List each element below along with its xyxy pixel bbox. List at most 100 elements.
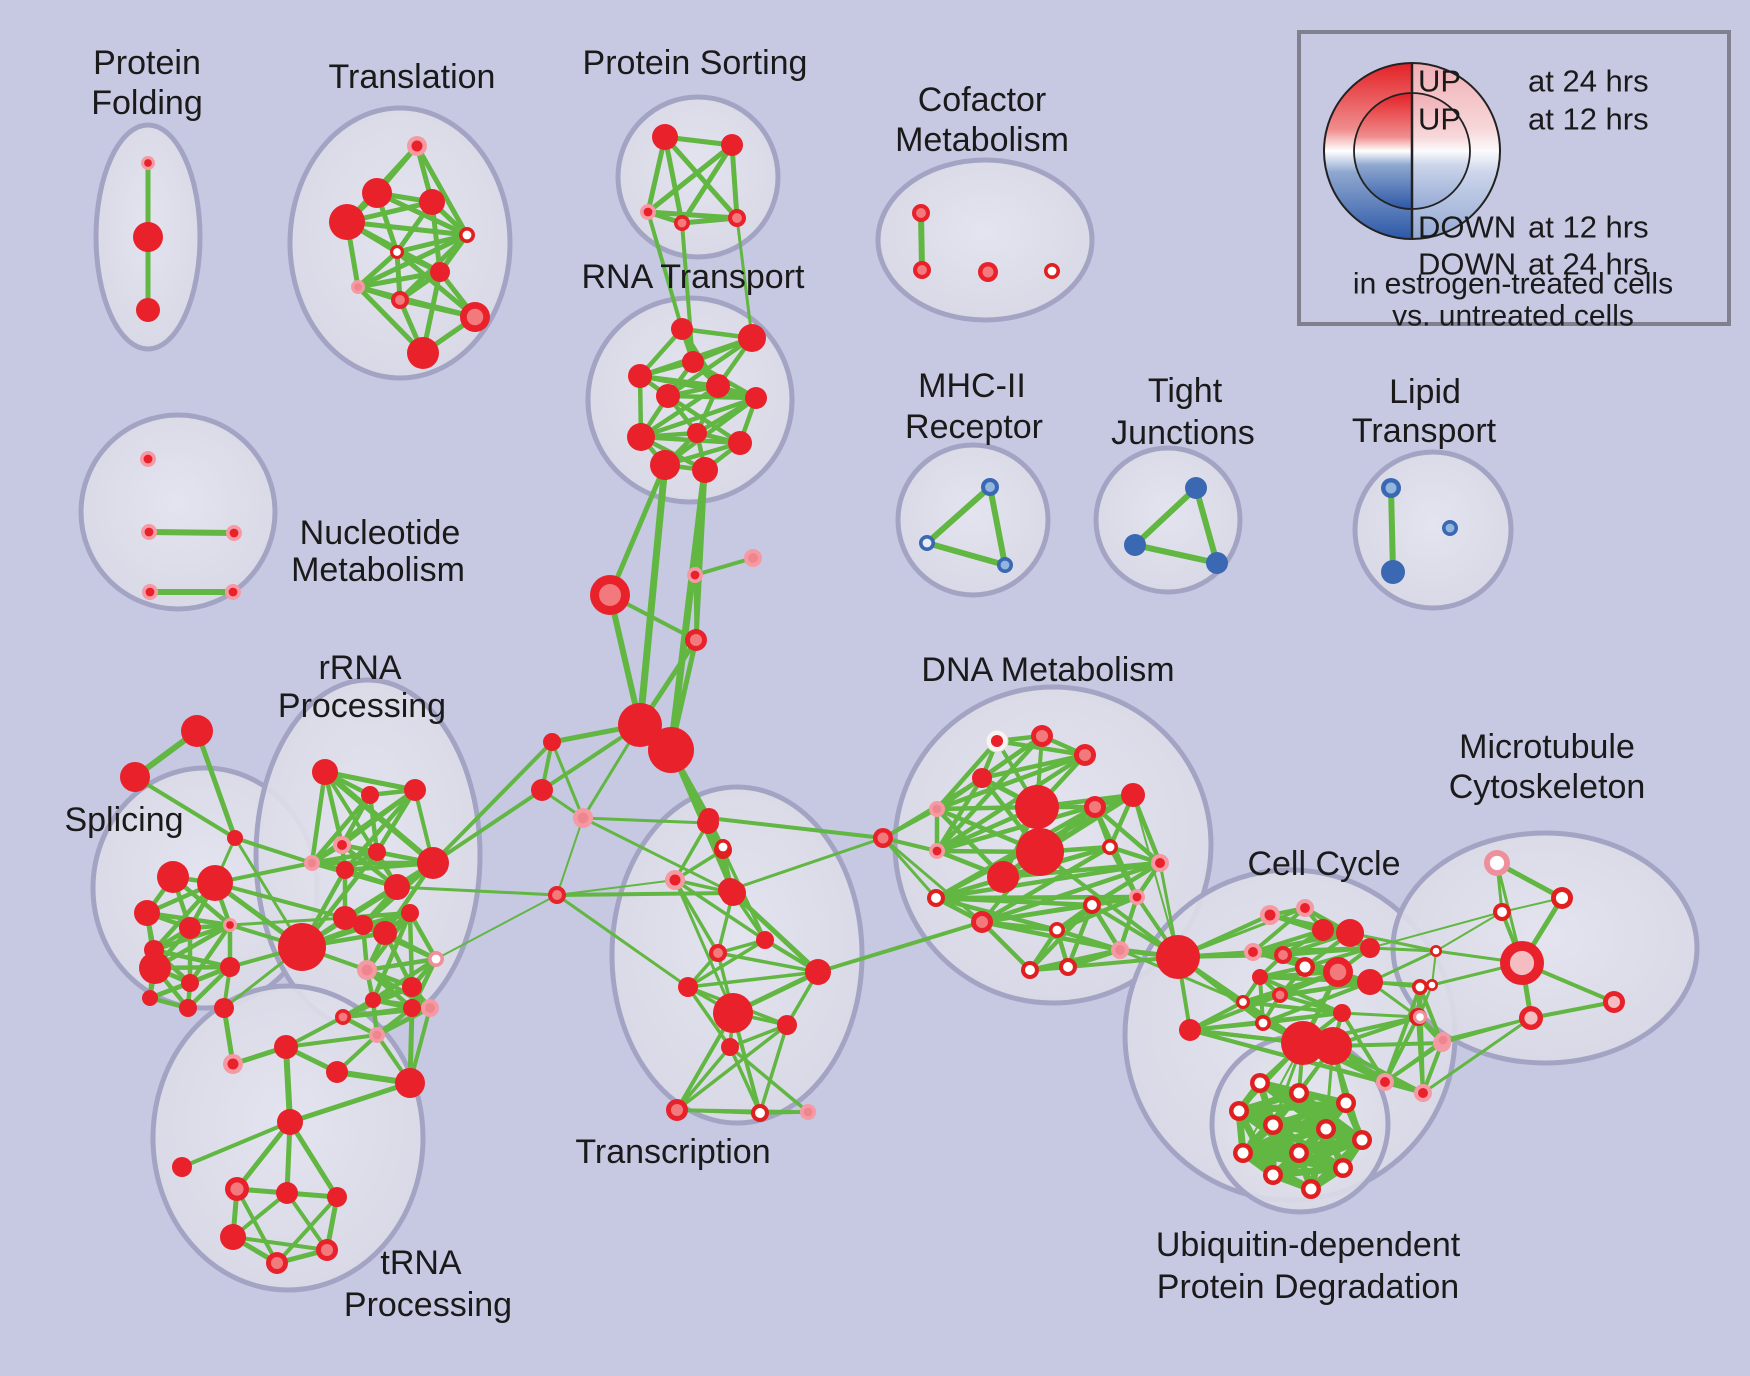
network-node-translation [362,178,392,208]
network-edge-trna-processing [287,1119,340,1200]
network-node-dna-metabolism-core [932,846,942,856]
network-edge-connector [194,728,238,841]
network-edge-trna-processing [234,1119,293,1192]
network-node-transcription [756,931,774,949]
cluster-label-protein-sorting: Protein Sorting [583,44,808,82]
network-node-connector-core [552,890,562,900]
network-edge-protein-sorting [662,134,740,221]
network-node-rrna-processing [368,843,386,861]
network-node-rrna-processing [336,861,354,879]
network-node-connector [543,733,561,751]
network-edge-connector [395,885,559,897]
network-node-rrna-processing-core [338,1012,348,1022]
network-edge-dna-metabolism [934,775,985,854]
network-edge-connector [693,468,707,577]
network-node-rna-transport [728,431,752,455]
cluster-label-mhc-ii-receptor: MHC-II [918,367,1026,405]
network-node-dna-metabolism [987,861,1019,893]
network-node-rna-transport [687,423,707,443]
network-node-transcription-core [713,948,723,958]
network-edge-trna-processing [275,1195,339,1265]
network-node-microtubule-cytoskeleton-core [1416,1013,1424,1021]
network-edge-dna-metabolism [1130,792,1163,866]
network-edge-connector [1421,1016,1533,1095]
network-node-connector [531,779,553,801]
network-node-translation-core [354,283,362,291]
network-edge-tight-junctions [1193,485,1220,566]
cluster-bubble-mhc-ii-receptor [895,442,1051,598]
network-node-connector [718,878,742,902]
network-node-microtubule-cytoskeleton-core [1524,1011,1538,1025]
network-edge-transcription [673,878,767,942]
legend-entry: at 12 hrs [1528,210,1649,245]
network-edge-transcription [686,970,820,989]
network-edge-connector [133,775,237,840]
network-edge-cell-cycle [1251,906,1307,954]
network-edge-lipid-transport [1388,485,1396,575]
network-node-dna-metabolism-core [1035,729,1049,743]
network-node-rna-transport [738,324,766,352]
cluster-label-cofactor-metabolism: Cofactor [918,81,1047,119]
network-node-connector-core [689,633,703,647]
network-edge-connector [816,920,984,974]
network-edge-trna-processing [285,1191,329,1252]
network-node-nucleotide-metabolism-core [144,527,154,537]
network-edge-transcription [716,951,820,974]
legend-entry: UP [1418,102,1461,137]
network-node-cofactor-metabolism-core [917,265,927,275]
network-node-protein-sorting-core [643,207,653,217]
cluster-label-translation: Translation [329,58,496,96]
network-edge-rna-transport [665,393,759,401]
network-node-rna-transport [628,364,652,388]
network-node-ubiquitin-degradation-core [1237,1147,1249,1159]
network-edge-dna-metabolism [979,902,1095,925]
network-edge-connector [646,210,684,331]
network-node-dna-metabolism-core [1115,945,1125,955]
network-edge-translation [355,249,400,290]
network-node-splicing [142,990,158,1006]
network-edge-dna-metabolism [1117,894,1140,953]
legend-caption: in estrogen-treated cells [1353,268,1673,301]
network-node-connector [648,727,694,773]
network-edge-transcription [673,878,735,1015]
network-node-rrna-processing-core [307,858,317,868]
network-node-microtubule-cytoskeleton-core [1497,907,1507,917]
network-node-ubiquitin-degradation-core [1356,1134,1368,1146]
network-edge-protein-sorting [679,215,740,226]
network-node-splicing [179,999,197,1017]
network-node-splicing [139,952,171,984]
network-node-ubiquitin-degradation-core [1293,1087,1305,1099]
network-edge-translation [355,269,443,290]
network-edge-microtubule-cytoskeleton [1435,911,1503,952]
network-node-ubiquitin-degradation-core [1320,1123,1332,1135]
network-node-transcription-core [669,874,681,886]
network-edge-trna-processing [180,1120,292,1169]
network-node-lipid-transport-core [1385,482,1397,494]
network-node-rna-transport [706,374,730,398]
network-node-splicing-core [226,921,234,929]
network-node-rrna-processing [361,786,379,804]
network-node-connector [699,808,719,828]
network-edge-splicing [151,947,233,970]
network-node-dna-metabolism-core [1105,842,1115,852]
network-node-transcription [777,1015,797,1035]
cluster-bubble-translation [287,105,513,381]
network-edge-dna-metabolism [979,752,1088,781]
network-node-nucleotide-metabolism-core [143,454,153,464]
network-edge-dna-metabolism [979,844,1113,925]
network-node-trna-processing [277,1109,303,1135]
network-edge-rrna-processing [309,769,328,866]
network-edge-connector [435,894,558,960]
network-edge-microtubule-cytoskeleton [1529,1000,1616,1020]
network-node-translation-core [395,295,405,305]
network-node-rna-transport [745,387,767,409]
cluster-label-protein-folding: Protein [93,44,201,82]
network-node-microtubule-cytoskeleton-core [1489,855,1505,871]
cluster-bubble-cofactor-metabolism [875,157,1095,323]
cluster-label-ubiquitin-degradation: Ubiquitin-dependent [1156,1226,1461,1264]
network-edge-dna-metabolism [934,752,1088,812]
network-edge-transcription [686,938,767,989]
cluster-label-lipid-transport: Lipid [1389,373,1461,411]
network-node-cell-cycle [1179,1019,1201,1041]
network-node-mhc-ii-receptor-core [1000,560,1010,570]
